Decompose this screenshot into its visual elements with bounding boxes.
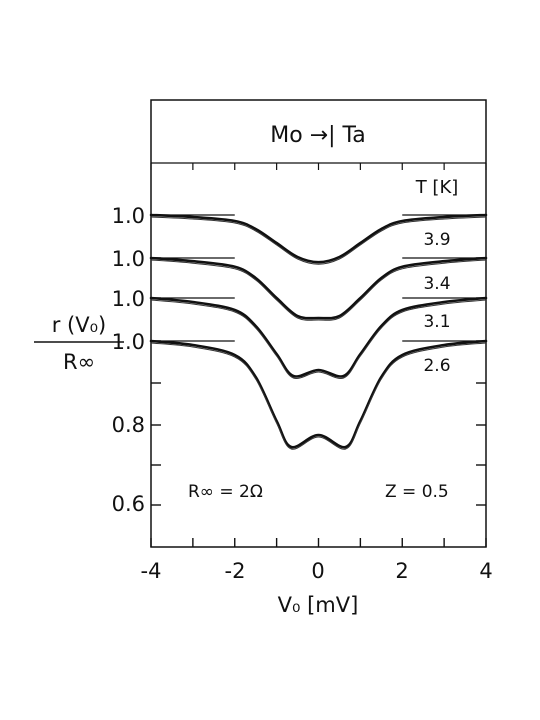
series-label-2-6: 2.6 bbox=[423, 356, 450, 376]
y-tick-label-2: 1.0 bbox=[112, 247, 145, 271]
series-label-3-9: 3.9 bbox=[423, 230, 450, 250]
x-tick-label-2: -2 bbox=[225, 559, 246, 583]
series-fit-line-2-6 bbox=[150, 342, 487, 450]
series-label-3-1: 3.1 bbox=[423, 312, 450, 332]
x-tick-label-5: 4 bbox=[479, 559, 492, 583]
x-tick-label-3: 0 bbox=[311, 559, 324, 583]
series-fit-line-3-1 bbox=[150, 299, 487, 380]
y-tick-label-6: 0.6 bbox=[112, 492, 145, 516]
legend-title: T [K] bbox=[415, 177, 459, 198]
series-fit-line-3-4 bbox=[150, 259, 487, 321]
y-tick-label-5: 0.8 bbox=[112, 413, 145, 437]
annotation-z: Z = 0.5 bbox=[385, 482, 449, 502]
y-axis-label-bottom: R∞ bbox=[63, 350, 95, 374]
annotation-r-inf: R∞ = 2Ω bbox=[188, 482, 263, 502]
y-axis-label-top: r (V₀) bbox=[52, 313, 106, 337]
series-label-3-4: 3.4 bbox=[423, 274, 450, 294]
series-line-3-9 bbox=[149, 213, 488, 264]
chart-title: Mo →| Ta bbox=[270, 123, 366, 148]
series-curves bbox=[149, 213, 488, 450]
series-fit-line-3-9 bbox=[150, 216, 487, 265]
y-tick-label-3: 1.0 bbox=[112, 287, 145, 311]
x-axis-label: V₀ [mV] bbox=[278, 593, 359, 617]
series-line-2-6 bbox=[149, 339, 488, 449]
x-tick-label-1: -4 bbox=[141, 559, 162, 583]
x-tick-label-4: 2 bbox=[395, 559, 408, 583]
y-tick-label-1: 1.0 bbox=[112, 204, 145, 228]
series-line-3-4 bbox=[149, 256, 488, 320]
series-line-3-1 bbox=[149, 296, 488, 378]
